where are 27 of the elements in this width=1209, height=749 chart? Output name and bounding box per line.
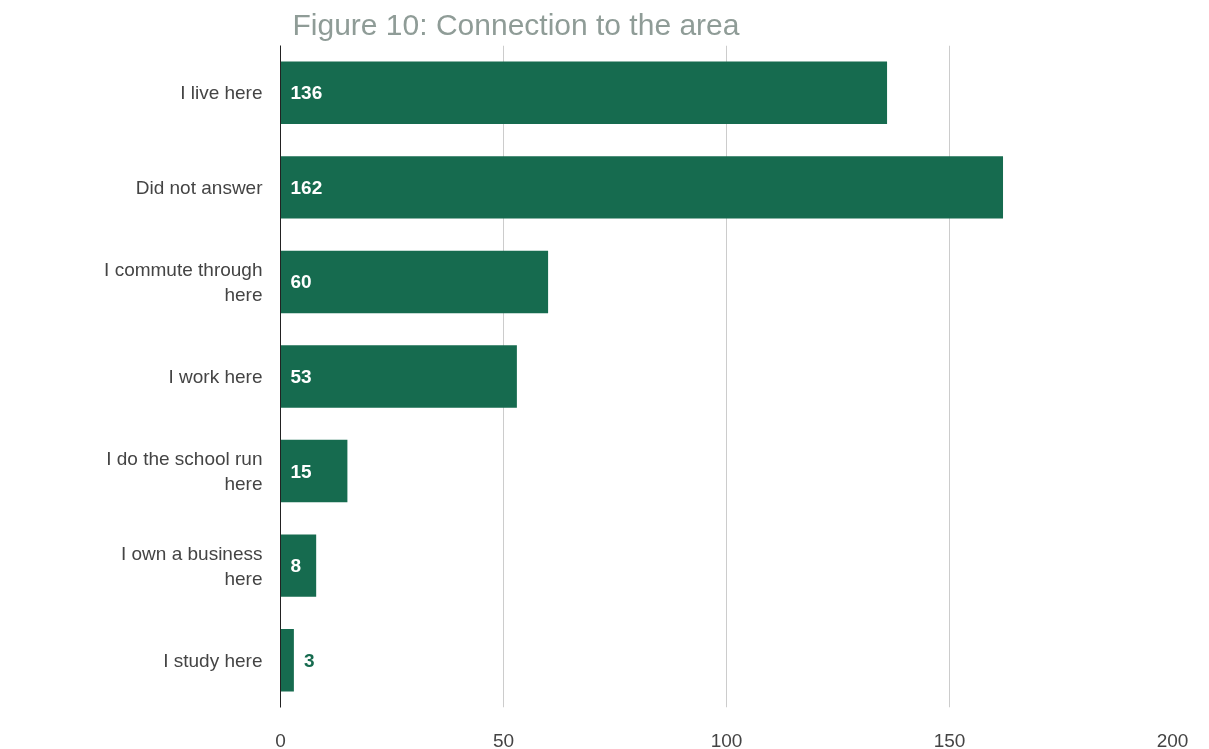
x-tick-label: 0 [275,729,286,749]
data-label: 8 [290,555,302,577]
data-label: 136 [290,82,323,104]
chart-title: Figure 10: Connection to the area [292,7,740,41]
data-label: 162 [290,176,323,198]
data-label: 53 [290,366,312,387]
y-tick-label: Did not answer [135,176,264,198]
bar [280,61,888,124]
y-tick-label: I work here [168,366,263,387]
bar [280,345,517,408]
y-tick-label: I study here [163,649,263,671]
data-label: 15 [290,460,313,482]
x-tick-label: 200 [1156,729,1189,749]
bar [280,156,1004,219]
data-label: 3 [303,649,315,671]
y-tick-label: I own a business here [120,542,263,589]
x-tick-label: 100 [710,729,743,749]
data-label: 60 [290,271,312,293]
y-tick-label: I live here [180,82,263,104]
y-tick-label: I do the school run here [106,447,263,495]
bar [280,439,348,503]
x-tick-label: 50 [492,729,515,749]
bar [280,534,317,597]
bar [280,629,294,692]
bar [280,250,549,314]
x-tick-label: 150 [933,729,966,749]
y-tick-label: I commute through here [104,258,263,306]
